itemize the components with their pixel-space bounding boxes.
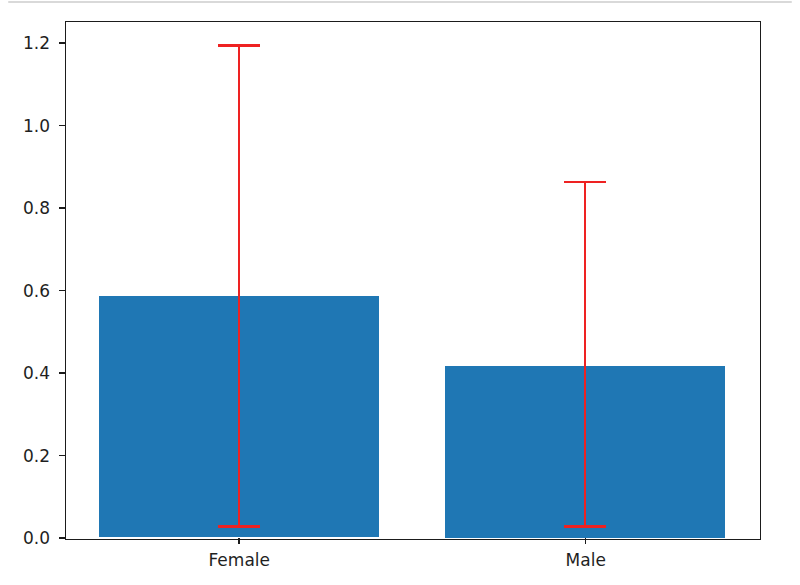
errorbar-cap-bottom-female <box>218 525 260 527</box>
x-axis-tick <box>238 538 240 544</box>
y-axis-tick <box>59 125 66 127</box>
errorbar-line-male <box>584 182 586 526</box>
y-axis-tick-label: 0.0 <box>0 528 50 548</box>
errorbar-cap-top-male <box>564 181 606 183</box>
x-axis-category-label: Female <box>169 550 309 570</box>
figure: 0.0 0.2 0.4 0.6 0.8 1.0 1.2 Female Male <box>0 0 800 585</box>
y-axis-tick-label: 1.0 <box>0 116 50 136</box>
y-axis-tick <box>59 455 66 457</box>
errorbar-cap-top-female <box>218 44 260 46</box>
y-axis-tick-label: 0.4 <box>0 363 50 383</box>
y-axis-tick-label: 1.2 <box>0 33 50 53</box>
y-axis-tick <box>59 537 66 539</box>
x-axis-category-label: Male <box>516 550 656 570</box>
plot-area <box>65 21 761 540</box>
y-axis-tick <box>59 207 66 209</box>
y-axis-tick-label: 0.6 <box>0 281 50 301</box>
y-axis-tick <box>59 372 66 374</box>
errorbar-cap-bottom-male <box>564 525 606 527</box>
y-axis-tick <box>59 42 66 44</box>
errorbar-line-female <box>238 45 240 526</box>
y-axis-tick-label: 0.2 <box>0 446 50 466</box>
y-axis-tick-label: 0.8 <box>0 198 50 218</box>
page-top-border <box>8 1 792 3</box>
y-axis-tick <box>59 290 66 292</box>
x-axis-tick <box>585 538 587 544</box>
